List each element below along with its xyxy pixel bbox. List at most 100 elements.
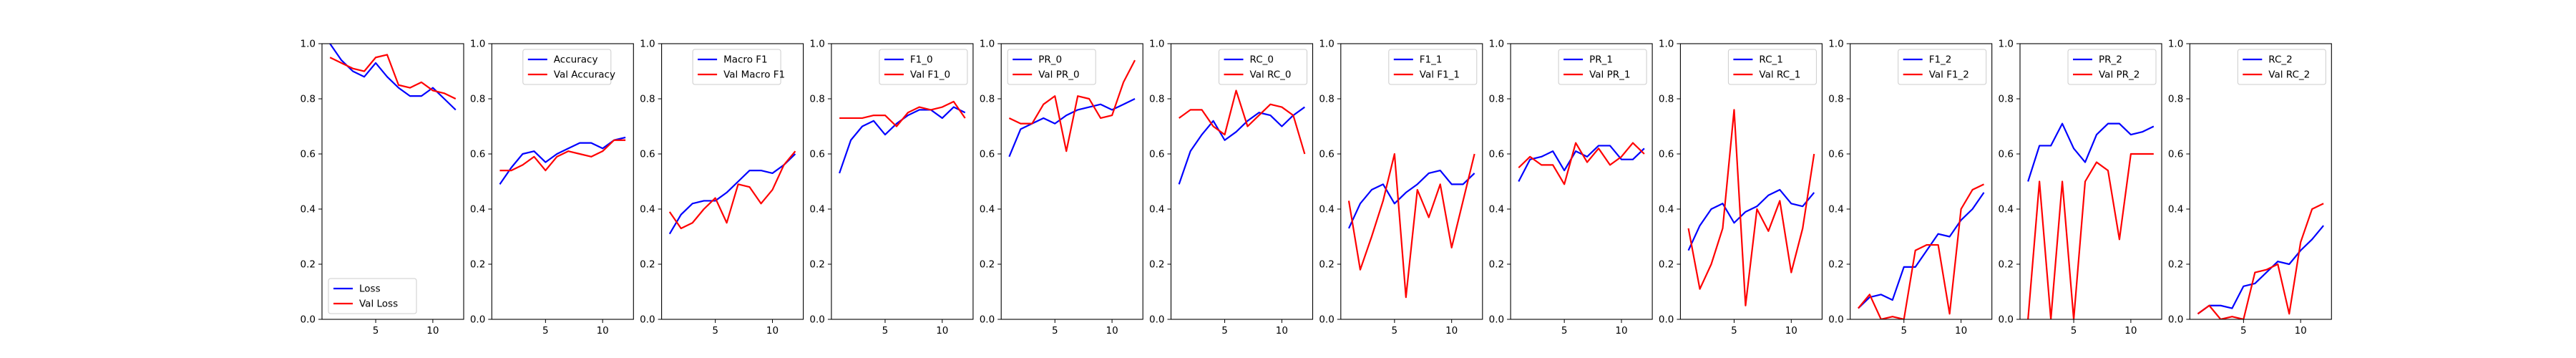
axes-frame [1170, 43, 1314, 320]
subplot-1: 0.0 0.2 0.4 0.6 0.8 1.0 5 10 Loss Val Loss [301, 39, 464, 337]
series-line-train [499, 136, 626, 185]
axes-frame [661, 43, 804, 320]
x-tick-label: 10 [1106, 325, 1118, 337]
y-tick-label: 1.0 [1149, 39, 1164, 50]
legend-label: Val Loss [359, 299, 398, 310]
legend-label: F1_2 [1929, 54, 1952, 66]
y-tick-label: 0.2 [2168, 259, 2183, 271]
legend: Loss Val Loss [328, 278, 417, 314]
y-tick-label: 0.6 [640, 149, 655, 160]
y-tick-label: 1.0 [980, 39, 995, 50]
subplot-4: 0.0 0.2 0.4 0.6 0.8 1.0 5 10 F1_0 Val F1_0 [809, 39, 974, 337]
series-line-val [499, 139, 626, 172]
y-tick-label: 0.6 [301, 149, 316, 160]
legend: F1_0 Val F1_0 [879, 49, 968, 85]
x-tick-label: 5 [1052, 325, 1058, 337]
y-tick-label: 0.4 [1319, 204, 1334, 216]
series-line-train [329, 44, 457, 111]
y-tick-label: 0.4 [640, 204, 655, 216]
axes-frame [1340, 43, 1483, 320]
y-tick-label: 0.8 [2168, 94, 2183, 105]
y-tick-label: 0.0 [640, 314, 655, 326]
legend-label: PR_2 [2099, 54, 2122, 66]
y-tick-label: 0.4 [1489, 204, 1504, 216]
y-tick-label: 0.4 [1149, 204, 1164, 216]
legend-label: Val F1_2 [1929, 69, 1969, 81]
axes-frame [1000, 43, 1143, 320]
x-tick-label: 5 [1901, 325, 1907, 337]
legend-box [2237, 49, 2326, 85]
legend-label: Val PR_0 [1038, 69, 1079, 81]
subplot-7: 0.0 0.2 0.4 0.6 0.8 1.0 5 10 F1_1 Val F1_1 [1319, 39, 1483, 337]
legend-label: PR_0 [1038, 54, 1062, 66]
series-line-train [1687, 188, 1815, 251]
axes-frame [321, 43, 464, 320]
legend: PR_2 Val PR_2 [2067, 49, 2157, 85]
legend-label: F1_1 [1420, 54, 1443, 66]
y-tick-label: 0.4 [2168, 204, 2183, 216]
legend-label: PR_1 [1589, 54, 1613, 66]
y-tick-label: 1.0 [1319, 39, 1334, 50]
x-tick-label: 10 [2295, 325, 2307, 337]
axes-frame [1510, 43, 1653, 320]
y-tick-label: 0.8 [1659, 94, 1674, 105]
series-line-train [1347, 170, 1475, 229]
x-tick-label: 10 [1615, 325, 1627, 337]
y-tick-label: 0.6 [1319, 149, 1334, 160]
y-tick-label: 0.2 [470, 259, 485, 271]
y-tick-label: 0.0 [1828, 314, 1843, 326]
y-tick-label: 0.6 [2168, 149, 2183, 160]
legend: Macro F1 Val Macro F1 [692, 49, 785, 85]
series-line-train [839, 106, 966, 174]
y-tick-label: 0.2 [1828, 259, 1843, 271]
x-tick-label: 5 [1561, 325, 1568, 337]
y-tick-label: 0.2 [809, 259, 824, 271]
subplot-5: 0.0 0.2 0.4 0.6 0.8 1.0 5 10 PR_0 Val PR_0 [980, 39, 1143, 337]
series-line-val [329, 54, 457, 100]
y-tick-label: 0.4 [980, 204, 995, 216]
series-line-val [1179, 90, 1306, 155]
x-tick-label: 10 [1785, 325, 1797, 337]
legend-box [692, 49, 781, 85]
y-tick-label: 0.2 [1149, 259, 1164, 271]
y-tick-label: 0.4 [1659, 204, 1674, 216]
y-tick-label: 0.6 [1489, 149, 1504, 160]
x-tick-label: 5 [712, 325, 718, 337]
series-line-val [2197, 203, 2324, 319]
axes-frame [2189, 43, 2332, 320]
y-tick-label: 1.0 [1999, 39, 2014, 50]
legend-label: Loss [359, 284, 381, 295]
legend-label: RC_0 [1250, 54, 1274, 66]
y-tick-label: 0.8 [640, 94, 655, 105]
y-tick-label: 0.0 [1319, 314, 1334, 326]
y-tick-label: 0.2 [301, 259, 316, 271]
y-tick-label: 0.4 [809, 204, 824, 216]
x-tick-label: 5 [2240, 325, 2247, 337]
legend-label: RC_2 [2268, 54, 2292, 66]
axes-frame [2019, 43, 2162, 320]
legend-box [328, 278, 417, 314]
x-tick-label: 5 [882, 325, 889, 337]
y-tick-label: 0.8 [980, 94, 995, 105]
x-tick-label: 10 [597, 325, 609, 337]
x-tick-label: 10 [936, 325, 948, 337]
y-tick-label: 0.6 [470, 149, 485, 160]
y-tick-label: 0.8 [1828, 94, 1843, 105]
x-tick-label: 5 [1731, 325, 1737, 337]
series-line-val [1687, 109, 1815, 306]
x-tick-label: 5 [2071, 325, 2077, 337]
axes-frame [1850, 43, 1993, 320]
legend: F1_1 Val F1_1 [1388, 49, 1478, 85]
series-line-val [1518, 142, 1645, 185]
y-tick-label: 1.0 [301, 39, 316, 50]
y-tick-label: 0.8 [809, 94, 824, 105]
y-tick-label: 0.4 [470, 204, 485, 216]
y-tick-label: 1.0 [1659, 39, 1674, 50]
x-tick-label: 5 [542, 325, 549, 337]
series-line-train [668, 153, 796, 235]
y-tick-label: 0.0 [2168, 314, 2183, 326]
legend-box [1219, 49, 1307, 85]
legend-label: Val F1_1 [1420, 69, 1460, 81]
legend-box [522, 49, 612, 85]
